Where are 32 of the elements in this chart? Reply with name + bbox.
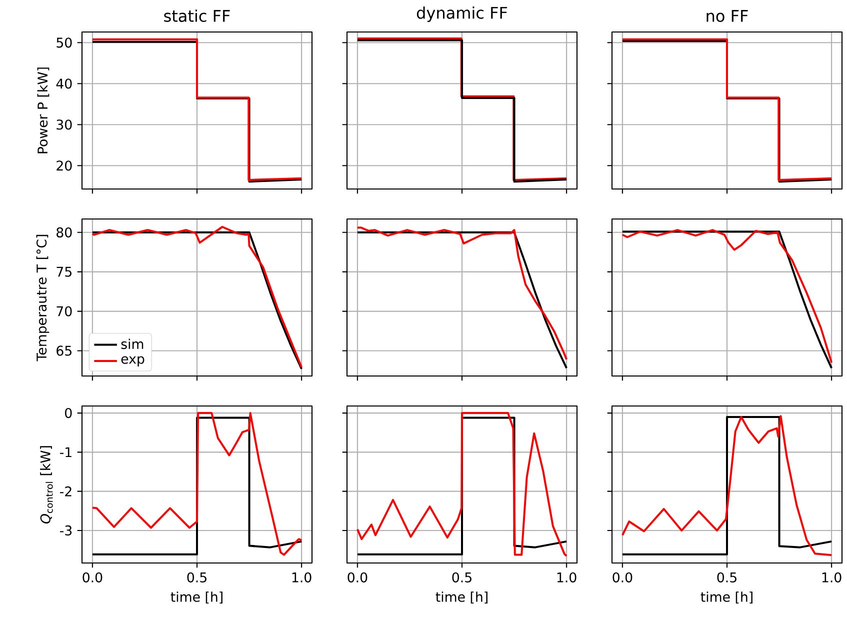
legend-label: exp [121, 356, 144, 366]
x-tick-label: 1.0 [292, 572, 312, 582]
chart-title: dynamic FF [416, 6, 508, 22]
y-tick-label: 75 [56, 266, 72, 277]
x-tick-label: 1.0 [822, 572, 842, 582]
x-tick-label: 0.0 [612, 572, 632, 582]
y-axis-title: Q$_{control}$ [kW] [40, 446, 53, 524]
x-axis-title: time [h] [170, 592, 222, 604]
y-tick-label: 50 [56, 38, 72, 48]
x-axis-title: time [h] [700, 592, 752, 604]
y-tick-label: 80 [56, 227, 72, 238]
y-axis-title: Temperautre T [°C] [36, 234, 50, 362]
x-tick-label: 0.5 [452, 572, 472, 582]
y-tick-label: 40 [56, 78, 72, 89]
y-axis-title: Power P [kW] [37, 68, 50, 154]
y-tick-label: -2 [60, 486, 72, 496]
y-tick-label: 20 [56, 160, 72, 171]
x-axis-title: time [h] [436, 592, 488, 604]
y-tick-label: -3 [60, 525, 72, 536]
x-tick-label: 0.0 [82, 572, 102, 582]
x-tick-label: 1.0 [557, 572, 576, 582]
y-tick-label: 30 [56, 120, 72, 130]
x-tick-label: 0.5 [717, 572, 736, 582]
x-tick-label: 0.5 [187, 572, 206, 582]
y-tick-label: 70 [56, 306, 72, 316]
chart-title: no FF [706, 10, 748, 22]
y-tick-label: -1 [60, 447, 72, 458]
y-tick-label: 65 [56, 346, 72, 356]
legend-label: sim [121, 338, 144, 350]
x-tick-label: 0.0 [348, 572, 368, 582]
y-tick-label: 0 [65, 408, 72, 418]
chart-title: static FF [164, 10, 230, 22]
